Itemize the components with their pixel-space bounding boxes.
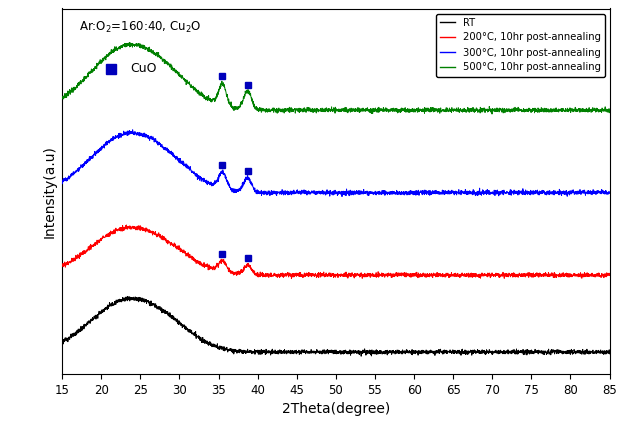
Legend: RT, 200°C, 10hr post-annealing, 300°C, 10hr post-annealing, 500°C, 10hr post-ann: RT, 200°C, 10hr post-annealing, 300°C, 1… bbox=[435, 14, 605, 76]
Text: Ar:O$_2$=160:40, Cu$_2$O: Ar:O$_2$=160:40, Cu$_2$O bbox=[78, 20, 201, 34]
X-axis label: 2Theta(degree): 2Theta(degree) bbox=[282, 402, 390, 416]
Y-axis label: Intensity(a.u): Intensity(a.u) bbox=[43, 145, 57, 238]
Text: CuO: CuO bbox=[131, 62, 157, 75]
